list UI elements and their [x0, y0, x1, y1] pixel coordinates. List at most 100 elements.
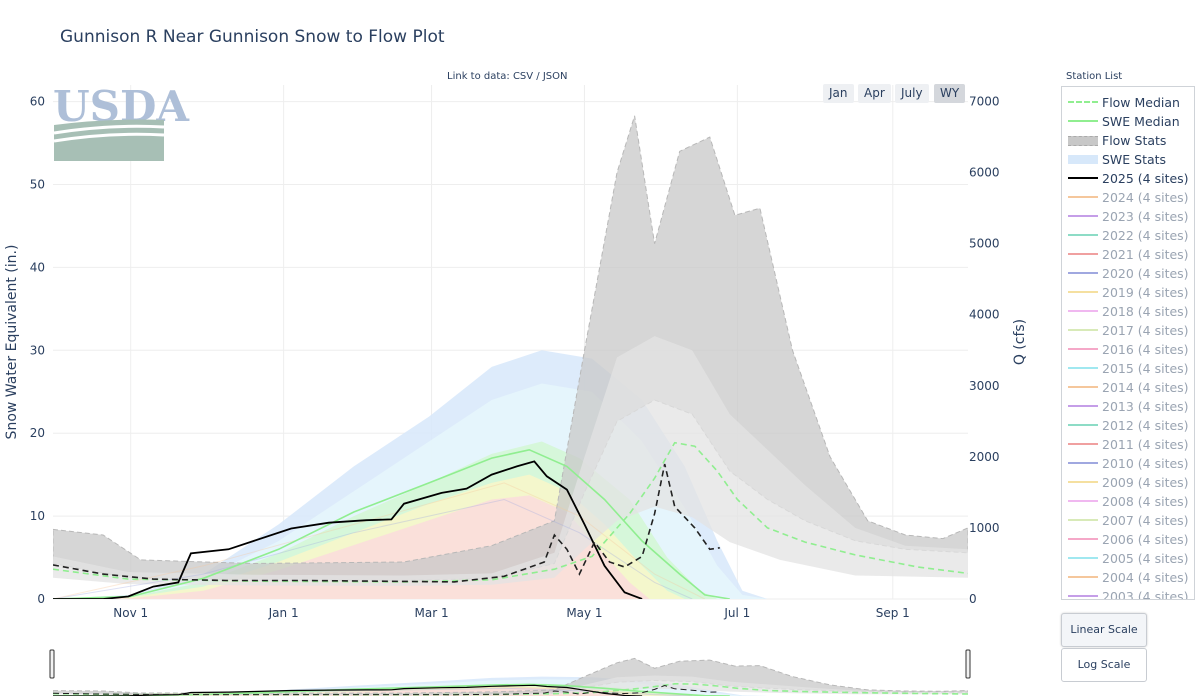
station-line [53, 686, 705, 696]
legend-item[interactable]: 2004 (4 sites) [1062, 568, 1194, 587]
legend-label: 2023 (4 sites) [1102, 209, 1189, 224]
legend-label: 2012 (4 sites) [1102, 418, 1189, 433]
legend-swatch-icon [1068, 253, 1098, 255]
legend-item[interactable]: Flow Stats [1062, 131, 1194, 150]
y2-tick-label: 2000 [969, 450, 1000, 464]
legend-item[interactable]: 2011 (4 sites) [1062, 435, 1194, 454]
range-button-july[interactable]: July [895, 84, 929, 103]
range-slider[interactable] [49, 649, 971, 696]
legend-label: 2010 (4 sites) [1102, 456, 1189, 471]
swe-median-line [53, 448, 730, 599]
json-link[interactable]: JSON [542, 71, 568, 82]
legend-label: 2016 (4 sites) [1102, 342, 1189, 357]
legend-item[interactable]: 2012 (4 sites) [1062, 416, 1194, 435]
legend-swatch-icon [1068, 386, 1098, 388]
legend-item[interactable]: 2013 (4 sites) [1062, 397, 1194, 416]
usda-logo: USDA [53, 82, 190, 161]
csv-link[interactable]: CSV [512, 71, 534, 82]
legend-item[interactable]: 2019 (4 sites) [1062, 283, 1194, 302]
legend-item[interactable]: Flow Median [1062, 93, 1194, 112]
range-handle-left[interactable] [49, 649, 55, 679]
linear-scale-button[interactable]: Linear Scale [1061, 613, 1147, 647]
legend-swatch-icon [1068, 405, 1098, 407]
legend-label: Flow Stats [1102, 133, 1167, 148]
flow-median-line [53, 441, 968, 583]
legend-swatch-icon [1068, 136, 1098, 146]
legend-item[interactable]: 2003 (4 sites) [1062, 587, 1194, 599]
data-link-separator: / [533, 71, 543, 82]
range-handle-right[interactable] [965, 649, 971, 679]
usda-logo-stripe-icon [53, 132, 165, 143]
station-line [53, 482, 706, 599]
legend-label: 2015 (4 sites) [1102, 361, 1189, 376]
legend-swatch-icon [1068, 519, 1098, 521]
range-button-wy[interactable]: WY [934, 84, 966, 103]
legend-swatch-icon [1068, 196, 1098, 198]
legend-item[interactable]: 2009 (4 sites) [1062, 473, 1194, 492]
legend-item[interactable]: 2021 (4 sites) [1062, 245, 1194, 264]
legend-label: SWE Median [1102, 114, 1180, 129]
legend-swatch-icon [1068, 120, 1098, 122]
legend-item[interactable]: 2014 (4 sites) [1062, 378, 1194, 397]
y2-tick-label: 4000 [969, 308, 1000, 322]
y2-tick-label: 3000 [969, 379, 1000, 393]
legend-swatch-icon [1068, 481, 1098, 483]
legend-label: 2006 (4 sites) [1102, 532, 1189, 547]
legend-swatch-icon [1068, 101, 1098, 103]
x-tick-label: Sep 1 [876, 606, 910, 620]
x-tick-label: Mar 1 [414, 606, 448, 620]
flow-2025-line [53, 684, 720, 696]
legend-item[interactable]: 2008 (4 sites) [1062, 492, 1194, 511]
legend-label: 2008 (4 sites) [1102, 494, 1189, 509]
y-tick-label: 50 [30, 177, 45, 191]
log-scale-button[interactable]: Log Scale [1061, 648, 1147, 682]
legend-item[interactable]: 2018 (4 sites) [1062, 302, 1194, 321]
legend-swatch-icon [1068, 215, 1098, 217]
legend-item[interactable]: 2025 (4 sites) [1062, 169, 1194, 188]
legend-item[interactable]: 2010 (4 sites) [1062, 454, 1194, 473]
range-button-jan[interactable]: Jan [823, 84, 854, 103]
range-button-apr[interactable]: Apr [858, 84, 891, 103]
legend-swatch-icon [1068, 234, 1098, 236]
y-tick-label: 60 [30, 95, 45, 109]
x-tick-label: May 1 [566, 606, 602, 620]
y-tick-label: 40 [30, 260, 45, 274]
legend-item[interactable]: 2016 (4 sites) [1062, 340, 1194, 359]
legend-label: 2017 (4 sites) [1102, 323, 1189, 338]
legend-item[interactable]: 2017 (4 sites) [1062, 321, 1194, 340]
legend-item[interactable]: 2006 (4 sites) [1062, 530, 1194, 549]
legend-item[interactable]: SWE Median [1062, 112, 1194, 131]
legend-item[interactable]: 2023 (4 sites) [1062, 207, 1194, 226]
y-tick-label: 20 [30, 426, 45, 440]
y-tick-label: 10 [30, 509, 45, 523]
legend-label: 2014 (4 sites) [1102, 380, 1189, 395]
y2-axis-label: Q (cfs) [1012, 319, 1028, 365]
legend-item[interactable]: 2022 (4 sites) [1062, 226, 1194, 245]
legend-title: Station List [1066, 71, 1123, 82]
legend-item[interactable]: SWE Stats [1062, 150, 1194, 169]
legend-swatch-icon [1068, 595, 1098, 597]
legend-item[interactable]: 2020 (4 sites) [1062, 264, 1194, 283]
legend-item[interactable]: 2005 (4 sites) [1062, 549, 1194, 568]
x-tick-label: Nov 1 [113, 606, 148, 620]
legend-label: 2007 (4 sites) [1102, 513, 1189, 528]
legend-item[interactable]: 2007 (4 sites) [1062, 511, 1194, 530]
y-axis-label: Snow Water Equivalent (in.) [4, 245, 20, 440]
legend-label: 2022 (4 sites) [1102, 228, 1189, 243]
chart-title: Gunnison R Near Gunnison Snow to Flow Pl… [60, 27, 445, 47]
y-tick-label: 30 [30, 343, 45, 357]
legend-label: 2021 (4 sites) [1102, 247, 1189, 262]
usda-logo-stripe-icon [53, 124, 165, 135]
legend-item[interactable]: 2024 (4 sites) [1062, 188, 1194, 207]
legend-label: 2025 (4 sites) [1102, 171, 1189, 186]
y2-tick-label: 0 [969, 592, 977, 606]
y-tick-label: 0 [37, 592, 45, 606]
legend-swatch-icon [1068, 500, 1098, 502]
legend-swatch-icon [1068, 310, 1098, 312]
legend-swatch-icon [1068, 329, 1098, 331]
legend-label: 2020 (4 sites) [1102, 266, 1189, 281]
legend-swatch-icon [1068, 557, 1098, 559]
plot-area [53, 115, 968, 599]
legend-item[interactable]: 2015 (4 sites) [1062, 359, 1194, 378]
legend: Flow Median SWE Median Flow Stats SWE Stats… [1061, 86, 1195, 600]
